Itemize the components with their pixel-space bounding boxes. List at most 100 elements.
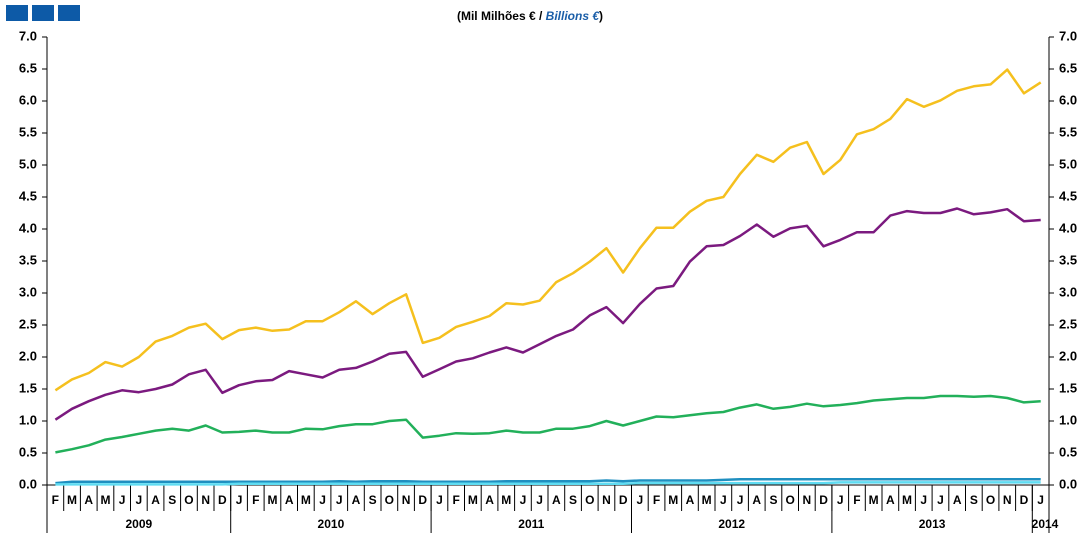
y-tick-label: 0.0 — [19, 476, 37, 491]
year-label: 2009 — [125, 517, 152, 531]
x-tick-label: D — [218, 493, 227, 507]
y2-tick-label: 1.0 — [1059, 412, 1077, 427]
x-tick-label: A — [352, 493, 361, 507]
y2-tick-label: 1.5 — [1059, 380, 1077, 395]
series-line — [54, 68, 1042, 392]
x-tick-label: D — [619, 493, 628, 507]
x-tick-label: O — [585, 493, 594, 507]
x-tick-label: M — [301, 493, 311, 507]
x-tick-label: J — [1037, 493, 1044, 507]
year-label: 2014 — [1032, 517, 1059, 531]
x-tick-label: M — [668, 493, 678, 507]
x-tick-label: S — [569, 493, 577, 507]
x-tick-label: J — [920, 493, 927, 507]
y2-tick-label: 2.0 — [1059, 348, 1077, 363]
x-tick-label: J — [737, 493, 744, 507]
year-label: 2011 — [518, 517, 544, 531]
x-tick-label: S — [369, 493, 377, 507]
x-tick-label: S — [168, 493, 176, 507]
y2-tick-label: 4.5 — [1059, 188, 1077, 203]
x-tick-label: S — [970, 493, 978, 507]
y-tick-label: 5.5 — [19, 124, 37, 139]
x-tick-label: D — [819, 493, 828, 507]
x-tick-label: J — [236, 493, 243, 507]
x-tick-label: A — [686, 493, 695, 507]
x-tick-label: F — [853, 493, 860, 507]
legend-square — [58, 5, 80, 21]
x-tick-label: O — [986, 493, 995, 507]
y-tick-label: 5.0 — [19, 156, 37, 171]
x-tick-label: J — [319, 493, 326, 507]
x-tick-label: M — [267, 493, 277, 507]
y2-tick-label: 0.5 — [1059, 444, 1077, 459]
y-tick-label: 1.0 — [19, 412, 37, 427]
x-tick-label: N — [1003, 493, 1012, 507]
legend-square — [6, 5, 28, 21]
subtitle: (Mil Milhões € / Billions €) — [457, 9, 603, 23]
x-tick-label: N — [602, 493, 611, 507]
x-tick-label: A — [953, 493, 962, 507]
y-tick-label: 2.0 — [19, 348, 37, 363]
y-tick-label: 4.0 — [19, 220, 37, 235]
x-tick-label: A — [886, 493, 895, 507]
x-tick-label: J — [119, 493, 126, 507]
series-line — [55, 394, 1041, 454]
x-tick-label: N — [201, 493, 210, 507]
y2-tick-label: 4.0 — [1059, 220, 1077, 235]
x-tick-label: A — [84, 493, 93, 507]
x-tick-label: O — [785, 493, 794, 507]
y-tick-label: 3.5 — [19, 252, 37, 267]
y-tick-label: 1.5 — [19, 380, 37, 395]
y-tick-label: 6.5 — [19, 60, 37, 75]
x-tick-label: S — [769, 493, 777, 507]
x-tick-label: J — [937, 493, 944, 507]
year-label: 2012 — [718, 517, 745, 531]
x-tick-label: N — [402, 493, 411, 507]
x-tick-label: D — [1020, 493, 1029, 507]
y2-tick-label: 3.0 — [1059, 284, 1077, 299]
x-tick-label: A — [285, 493, 294, 507]
x-tick-label: M — [100, 493, 110, 507]
x-tick-label: D — [418, 493, 427, 507]
x-tick-label: J — [837, 493, 844, 507]
x-tick-label: F — [252, 493, 259, 507]
x-tick-label: O — [385, 493, 394, 507]
y-tick-label: 6.0 — [19, 92, 37, 107]
x-tick-label: J — [336, 493, 343, 507]
series-line — [54, 207, 1041, 421]
x-tick-label: A — [552, 493, 561, 507]
y2-tick-label: 6.0 — [1059, 92, 1077, 107]
y2-tick-label: 3.5 — [1059, 252, 1077, 267]
y2-tick-label: 0.0 — [1059, 476, 1077, 491]
x-tick-label: M — [67, 493, 77, 507]
year-label: 2010 — [318, 517, 345, 531]
y2-tick-label: 6.5 — [1059, 60, 1077, 75]
series-line — [55, 477, 1041, 485]
legend-square — [32, 5, 54, 21]
x-tick-label: J — [436, 493, 443, 507]
y2-tick-label: 5.0 — [1059, 156, 1077, 171]
y2-tick-label: 5.5 — [1059, 124, 1077, 139]
x-tick-label: J — [520, 493, 527, 507]
x-tick-label: F — [52, 493, 59, 507]
y-tick-label: 7.0 — [19, 28, 37, 43]
x-tick-label: M — [869, 493, 879, 507]
x-tick-label: N — [803, 493, 812, 507]
x-tick-label: M — [702, 493, 712, 507]
x-tick-label: J — [720, 493, 727, 507]
x-tick-label: A — [752, 493, 761, 507]
x-tick-label: M — [902, 493, 912, 507]
x-tick-label: O — [184, 493, 193, 507]
y-tick-label: 0.5 — [19, 444, 37, 459]
x-tick-label: F — [653, 493, 660, 507]
year-label: 2013 — [919, 517, 946, 531]
y-tick-label: 4.5 — [19, 188, 37, 203]
y2-tick-label: 2.5 — [1059, 316, 1077, 331]
x-tick-label: A — [151, 493, 160, 507]
y-tick-label: 2.5 — [19, 316, 37, 331]
x-tick-label: A — [485, 493, 494, 507]
x-tick-label: J — [136, 493, 143, 507]
x-tick-label: M — [468, 493, 478, 507]
y2-tick-label: 7.0 — [1059, 28, 1077, 43]
